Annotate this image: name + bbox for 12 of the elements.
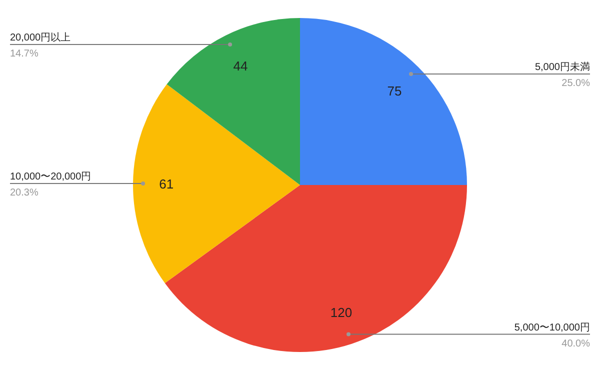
data-label: 40.0% — [562, 338, 590, 350]
data-label: 14.7% — [10, 48, 38, 60]
slice-label: 5,000〜10,000円 — [514, 322, 590, 334]
text: 44 — [233, 58, 248, 74]
data-label: 20.3% — [10, 188, 38, 199]
slice-label: 20,000円以上 — [10, 31, 71, 44]
text: 75 — [387, 84, 402, 99]
text: 61 — [159, 176, 174, 192]
slice-label: 5,000円未満 — [534, 61, 590, 73]
data-label: 25.0% — [562, 78, 590, 89]
slice-label: 10,000〜20,000円 — [10, 172, 92, 183]
text: 120 — [330, 305, 352, 320]
